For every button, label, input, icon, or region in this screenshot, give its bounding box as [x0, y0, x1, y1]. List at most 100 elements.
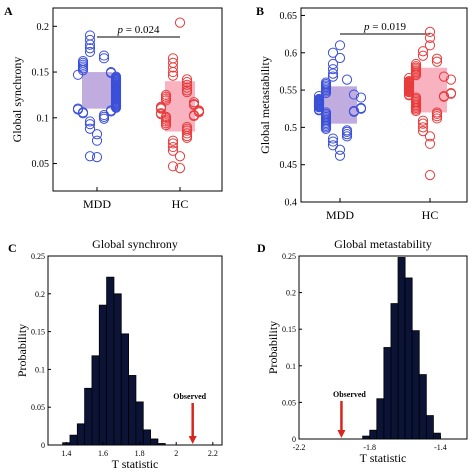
x-tick-label: 2	[174, 449, 178, 458]
data-point	[167, 141, 179, 153]
data-point	[181, 85, 193, 96]
x-tick-label: MDD	[326, 208, 354, 222]
data-point	[181, 77, 193, 88]
x-tick-label: MDD	[83, 197, 111, 211]
data-point	[341, 129, 353, 140]
panel-label-b: B	[256, 4, 264, 18]
data-point	[98, 50, 110, 61]
data-point	[424, 32, 436, 43]
x-tick-label: 1.8	[135, 449, 145, 458]
data-point	[445, 74, 457, 85]
histogram-bar	[84, 387, 93, 446]
data-point	[334, 40, 346, 51]
histogram-bar	[128, 375, 137, 446]
data-point	[174, 151, 186, 162]
histogram-bar	[376, 398, 385, 440]
data-point	[84, 151, 96, 162]
y-tick-label: 0.1	[37, 113, 50, 124]
x-tick-label: 1.4	[61, 449, 71, 458]
data-point	[327, 133, 339, 144]
panel-label-a: A	[4, 4, 13, 18]
data-point	[348, 89, 360, 100]
data-point	[105, 66, 117, 78]
y-tick-label: 0.1	[35, 365, 45, 374]
y-tick-label: 0.45	[280, 160, 298, 171]
y-tick-label: 0.4	[285, 198, 298, 209]
data-point	[417, 126, 429, 137]
panel-b-metastability-scatter: 0.4 0.45 0.5 0.55 0.6 0.65 MDD HC Global metasta…	[258, 7, 468, 222]
data-point	[327, 58, 339, 70]
data-point	[327, 140, 339, 151]
p-value: = 0.024	[123, 24, 160, 36]
x-tick-label: 2.2	[208, 449, 218, 458]
data-point	[334, 150, 346, 161]
data-point	[181, 121, 193, 133]
p-value-label: p = 0.019	[363, 21, 406, 33]
data-point	[181, 79, 193, 90]
y-tick-label: 0.2	[37, 22, 50, 33]
data-point	[410, 92, 422, 103]
panel-label-d: D	[257, 241, 266, 255]
data-point	[327, 47, 339, 58]
data-point	[167, 70, 179, 81]
y-tick-label: 0.5	[285, 123, 298, 134]
y-tick-label: 0.2	[286, 289, 296, 298]
histogram-bar	[383, 347, 392, 440]
data-point	[341, 74, 353, 85]
histogram-bar	[404, 277, 413, 440]
data-point	[431, 107, 443, 118]
histogram-bar	[369, 429, 378, 440]
data-point	[84, 119, 96, 130]
y-tick-label: 0.6	[285, 48, 298, 59]
p-symbol: p	[117, 24, 124, 36]
x-tick-label: -1.8	[363, 443, 376, 452]
data-point	[417, 122, 429, 133]
data-point	[431, 113, 443, 124]
x-tick-label: 1.6	[98, 449, 108, 458]
data-point	[417, 118, 429, 129]
histogram-bar	[425, 415, 434, 440]
histogram-bar	[106, 276, 115, 446]
x-tick-label: -2.2	[293, 443, 306, 452]
y-tick-label: 0.2	[35, 290, 45, 299]
y-tick-label: 0.15	[282, 325, 296, 334]
histogram-bar	[113, 293, 122, 446]
data-point	[181, 82, 193, 93]
data-point	[77, 55, 89, 67]
histogram-bar	[76, 423, 86, 446]
y-tick-label: 0.1	[286, 362, 296, 371]
p-value: = 0.019	[370, 21, 407, 33]
data-point	[327, 64, 339, 75]
histogram-bar	[150, 438, 159, 446]
histogram-bar	[69, 434, 78, 446]
y-tick-label: 0.25	[31, 252, 45, 261]
data-point	[431, 111, 443, 122]
data-point	[174, 163, 186, 174]
data-point	[424, 131, 436, 142]
y-tick-label: 0.55	[280, 86, 298, 97]
data-point	[355, 102, 367, 114]
data-point	[431, 56, 443, 67]
panel-d-metastability-histogram: Global metastability 0 0.05 0.1 0.15 0.2 0.25 -…	[266, 237, 468, 465]
x-tick-label: HC	[172, 197, 189, 211]
data-point	[438, 71, 450, 82]
data-point	[424, 26, 436, 37]
x-tick-label: -1.4	[434, 443, 447, 452]
histogram-bar	[362, 435, 371, 440]
histogram-bar	[98, 304, 108, 446]
data-point	[91, 135, 103, 146]
data-point	[355, 92, 367, 103]
data-point	[424, 40, 436, 51]
p-symbol: p	[363, 21, 370, 33]
data-point	[160, 89, 172, 101]
observed-arrow-head	[337, 430, 346, 438]
data-point	[410, 61, 422, 72]
y-axis-label: Global metastability	[258, 56, 272, 154]
histogram-bar	[432, 432, 441, 440]
histogram-bar	[418, 374, 427, 440]
x-tick-label: HC	[422, 208, 439, 222]
data-point	[424, 170, 436, 181]
data-point	[438, 90, 450, 102]
y-tick-label: 0.05	[31, 403, 45, 412]
data-point	[334, 144, 346, 155]
